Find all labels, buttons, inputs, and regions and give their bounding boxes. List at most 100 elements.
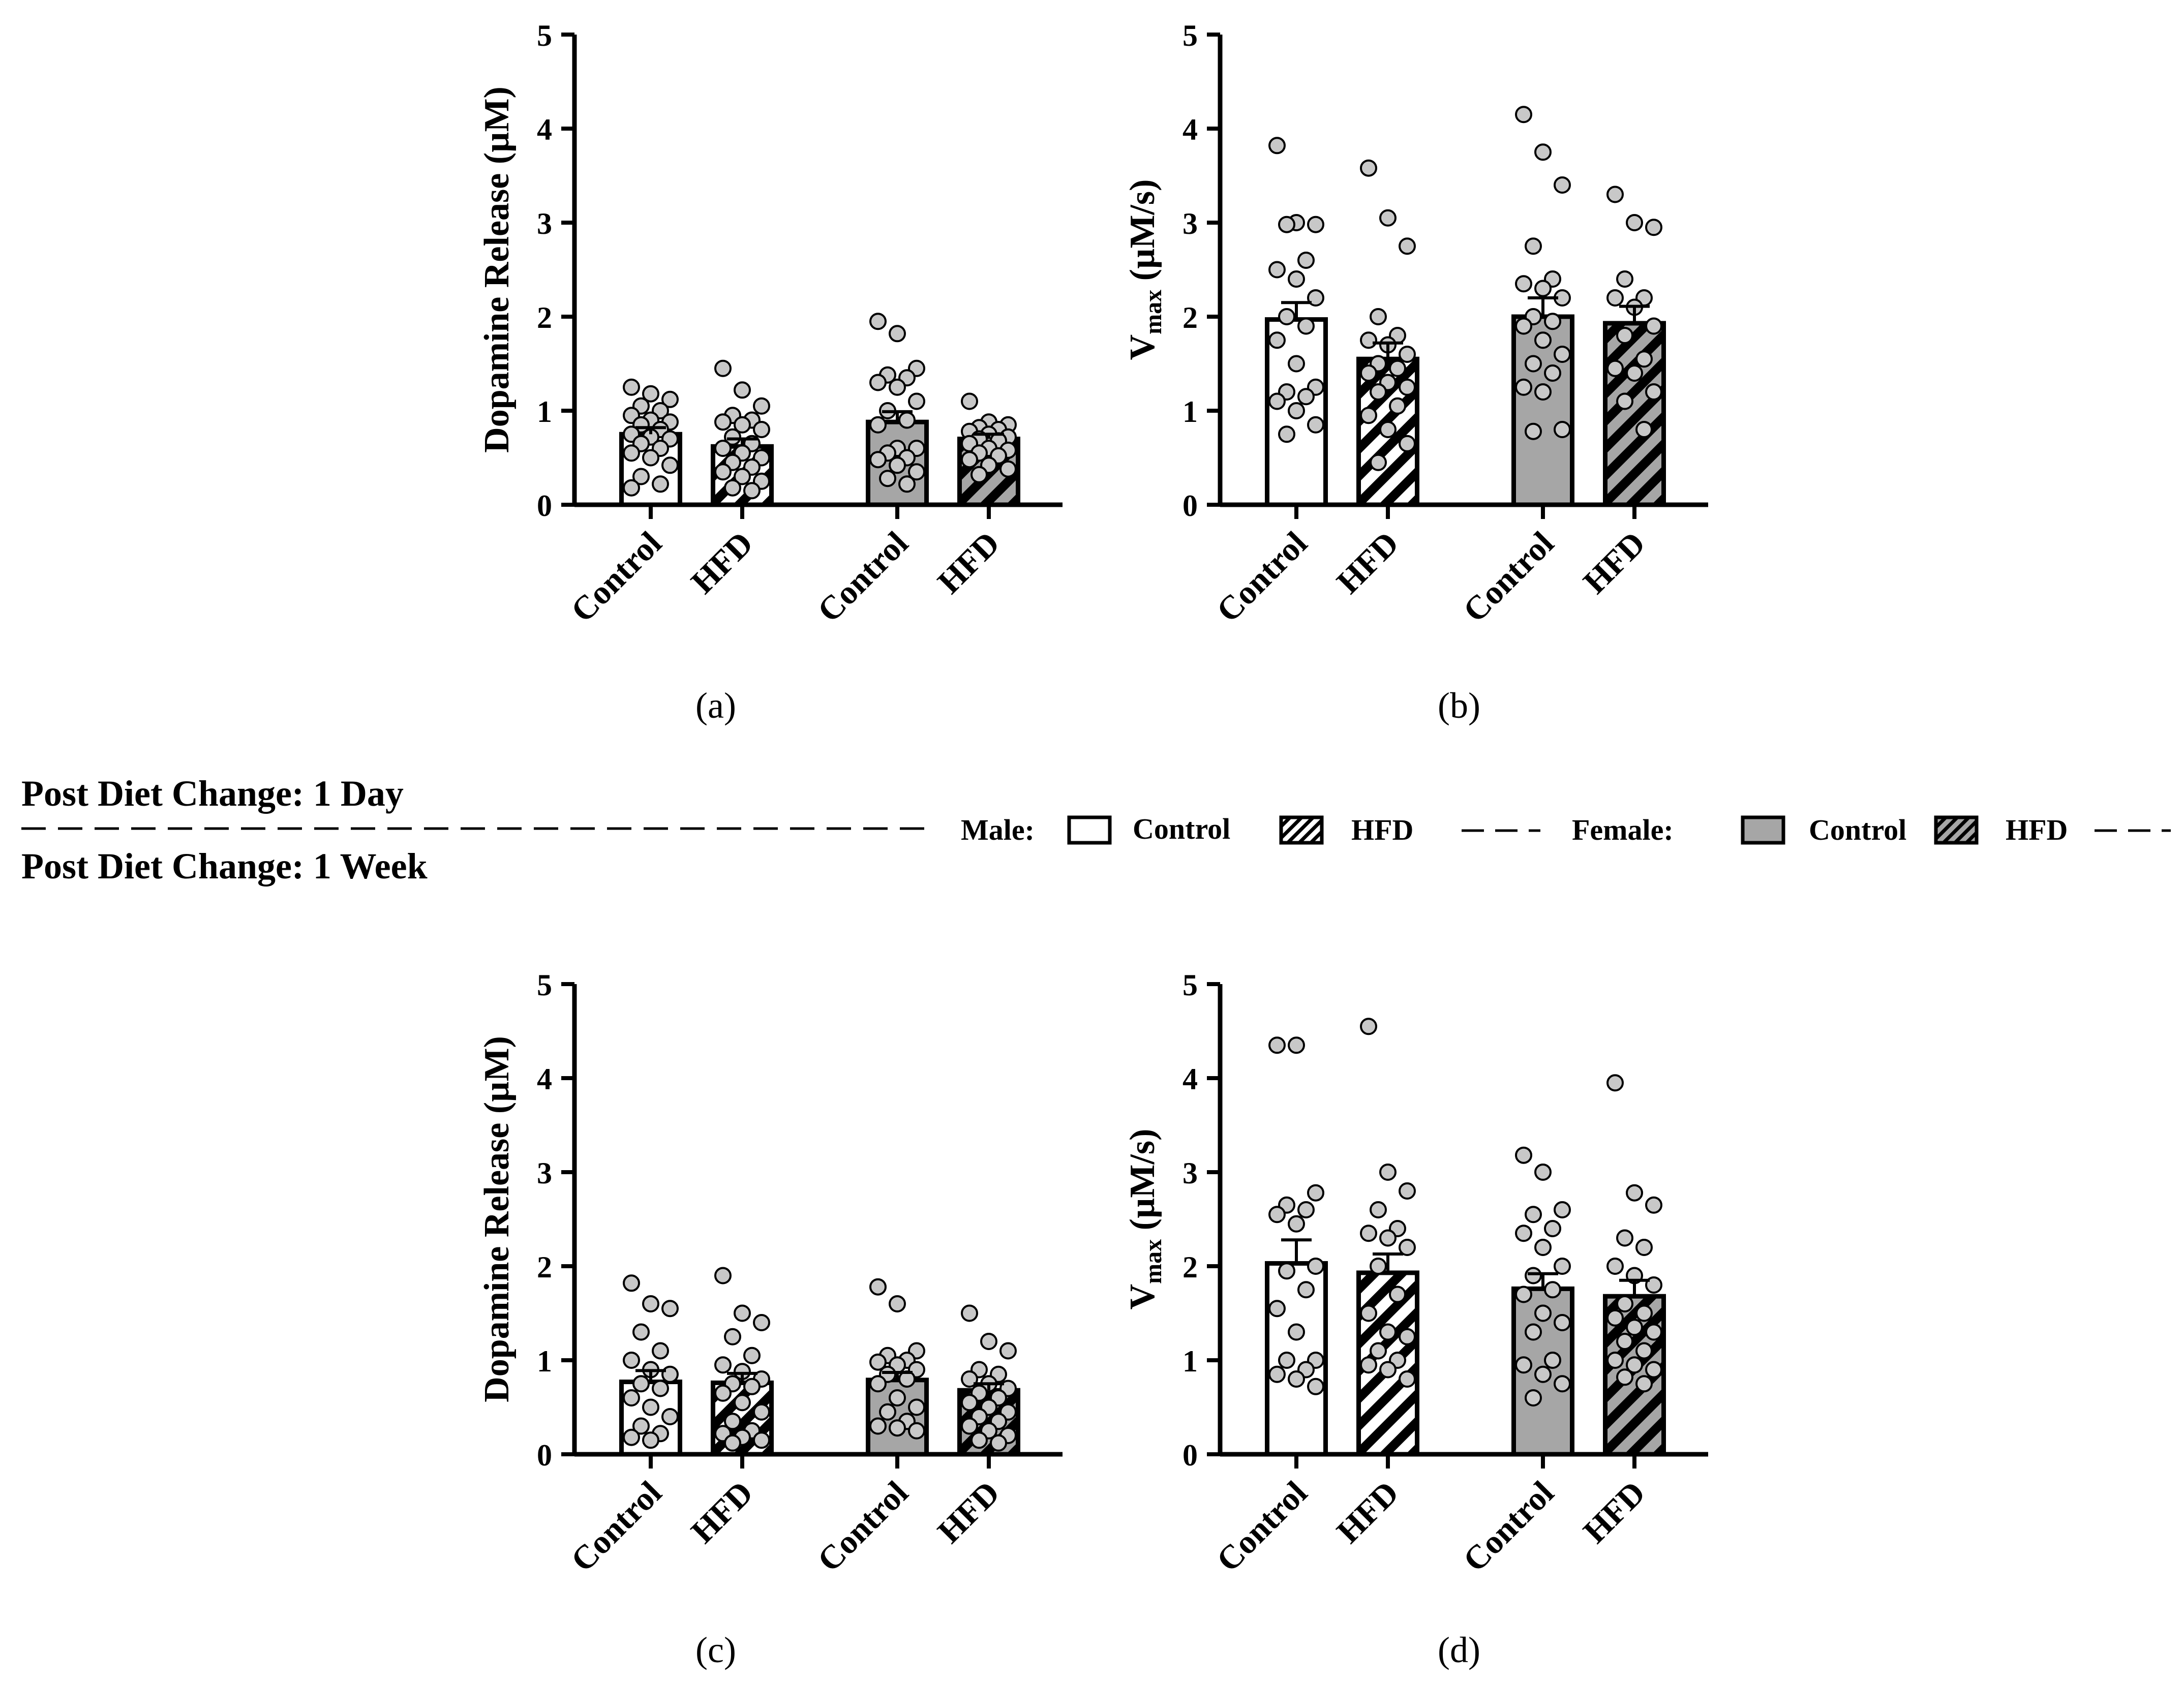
data-point (724, 1328, 741, 1345)
y-tick-label: 3 (537, 1156, 552, 1190)
data-point (1389, 397, 1406, 415)
data-point (1360, 331, 1377, 349)
data-point (1399, 1328, 1416, 1345)
data-point (1288, 1323, 1305, 1341)
data-point (1534, 1164, 1552, 1181)
data-point (999, 1342, 1017, 1360)
x-tick-label: HFD (684, 525, 760, 601)
data-point (753, 421, 770, 438)
data-point (724, 479, 741, 497)
data-point (1360, 1018, 1377, 1035)
data-point (961, 1394, 978, 1412)
data-point (714, 440, 732, 457)
data-point (961, 1370, 978, 1388)
data-point (743, 1347, 761, 1364)
data-point (1645, 219, 1662, 236)
data-point (1616, 1295, 1633, 1312)
data-point (1307, 216, 1324, 233)
data-point (1544, 1281, 1561, 1299)
data-point (1544, 1220, 1561, 1237)
data-point (623, 1389, 640, 1406)
data-point (714, 1356, 732, 1374)
y-tick-label: 1 (1182, 395, 1198, 429)
data-point (623, 1428, 640, 1446)
data-point (734, 1304, 751, 1322)
data-point (961, 392, 978, 410)
data-point (1399, 346, 1416, 363)
data-point (1278, 216, 1295, 233)
data-point (1370, 308, 1387, 325)
y-tick-label: 2 (537, 301, 552, 334)
data-point (961, 1417, 978, 1435)
data-point (1297, 388, 1315, 406)
data-point (1399, 435, 1416, 452)
data-point (889, 1295, 906, 1312)
data-point (1297, 1281, 1315, 1299)
x-tick-label: HFD (1576, 1474, 1652, 1550)
y-tick-label: 2 (1182, 301, 1198, 334)
data-point (652, 1380, 669, 1397)
data-point (632, 1375, 650, 1393)
data-point (1307, 1378, 1324, 1395)
y-axis-label: Dopamine Release (µM) (477, 1036, 517, 1402)
data-point (908, 1422, 925, 1440)
data-point (1288, 402, 1305, 419)
data-point (1534, 1365, 1552, 1383)
panel-label-a: (a) (695, 685, 736, 726)
x-tick-label: HFD (684, 1474, 760, 1550)
data-point (724, 1434, 741, 1452)
y-tick-label: 0 (1182, 489, 1198, 523)
data-point (1534, 1304, 1552, 1322)
data-point (1515, 1225, 1532, 1242)
y-tick-label: 1 (537, 395, 552, 429)
data-point (961, 451, 978, 469)
panel-label-c: (c) (695, 1630, 736, 1670)
data-point (1515, 378, 1532, 396)
data-point (889, 1419, 906, 1437)
y-axis-label: Vmax (µM/s) (1123, 1129, 1167, 1310)
data-point (1268, 331, 1286, 349)
data-point (753, 1431, 770, 1449)
data-point (1399, 237, 1416, 255)
data-point (724, 1413, 741, 1430)
x-tick-label: Control (810, 525, 915, 629)
data-point (1645, 317, 1662, 335)
data-point (869, 1417, 887, 1435)
legend-male-label: Male: (961, 813, 1035, 846)
data-point (1616, 1333, 1633, 1350)
data-point (1616, 327, 1633, 344)
x-tick-label: Control (1209, 525, 1314, 629)
y-axis-label: Vmax (µM/s) (1123, 179, 1167, 360)
data-point (1515, 1356, 1532, 1374)
data-point (623, 1352, 640, 1369)
data-point (1379, 1361, 1397, 1379)
data-point (1307, 416, 1324, 434)
y-tick-label: 3 (1182, 207, 1198, 240)
data-point (889, 325, 906, 343)
x-tick-label: Control (1456, 1474, 1561, 1579)
data-point (743, 1378, 761, 1395)
data-point (1606, 186, 1624, 203)
data-point (1635, 350, 1653, 368)
data-point (980, 1333, 997, 1350)
data-point (1525, 1323, 1542, 1341)
data-point (1268, 1365, 1286, 1383)
data-point (1389, 1286, 1406, 1303)
data-point (1635, 1239, 1653, 1256)
data-point (1278, 308, 1295, 325)
data-point (1379, 1164, 1397, 1181)
data-point (1399, 378, 1416, 396)
data-point (1288, 1370, 1305, 1388)
data-point (889, 378, 906, 396)
data-point (1534, 331, 1552, 349)
data-point (1268, 261, 1286, 279)
data-point (724, 428, 741, 446)
legend-female-label: Female: (1572, 813, 1674, 846)
data-point (1288, 355, 1305, 373)
data-point (898, 475, 916, 493)
data-point (1635, 421, 1653, 438)
data-point (999, 460, 1017, 478)
data-point (1606, 359, 1624, 377)
data-point (714, 413, 732, 431)
